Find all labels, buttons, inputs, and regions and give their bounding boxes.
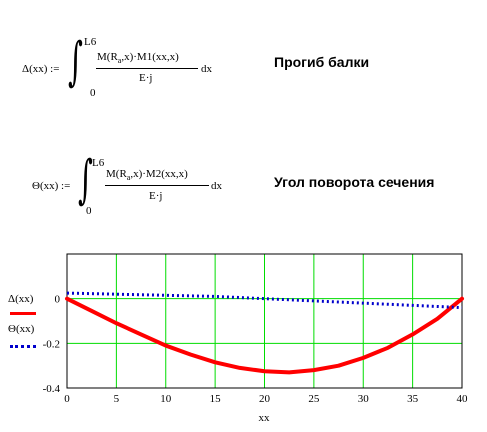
integral-icon: ∫ [68,32,83,92]
formula2-lhs: Θ(xx) := [32,180,71,192]
y-axis-ticks: 0 -0.2 -0.4 [43,294,61,395]
x-tick-label: 5 [114,393,120,405]
formula-rotation: Θ(xx) := ∫ L6 0 M(Ra,x)·M2(xx,x) E·j dx … [0,120,487,230]
x-tick-label: 20 [259,393,271,405]
series-line-deflection [65,296,464,375]
x-axis-ticks: 0 5 10 15 20 25 30 35 40 [64,393,468,405]
chart-grid [67,254,462,388]
integral-icon: ∫ [78,150,93,210]
formula2-dx: dx [211,180,222,192]
formula1-lhs: Δ(xx) := [22,63,60,75]
formula2-caption: Угол поворота сечения [274,174,435,190]
formula1-caption: Прогиб балки [274,54,370,70]
chart-series [65,291,464,375]
chart: 0 5 10 15 20 25 30 35 40 0 -0.2 -0.4 xx [43,253,468,424]
formula2-upper-limit: L6 [92,157,105,169]
x-tick-label: 40 [457,393,469,405]
formula1-lower-limit: 0 [90,87,96,99]
legend-label-deflection: Δ(xx) [8,293,34,305]
x-tick-label: 15 [210,393,222,405]
legend-label-rotation: Θ(xx) [8,323,35,335]
y-tick-label: 0 [55,294,61,306]
x-tick-label: 30 [358,393,370,405]
chart-legend: Δ(xx) Θ(xx) [0,290,60,360]
legend-line-deflection [10,312,36,315]
formula1-upper-limit: L6 [84,36,97,48]
formula1-denominator: E·j [139,72,153,84]
formula1-dx: dx [201,63,212,75]
formula2-numerator: M(Ra,x)·M2(xx,x) [106,168,188,183]
formula2-denominator: E·j [149,190,163,202]
x-tick-label: 10 [160,393,172,405]
chart-plot-frame [66,253,463,389]
y-tick-label: -0.4 [43,383,61,395]
formula2-lower-limit: 0 [86,205,92,217]
x-tick-label: 0 [64,393,70,405]
x-tick-label: 25 [308,393,320,405]
formula2-fraction-bar [105,185,209,186]
series-line-rotation [66,291,463,310]
formula1-numerator: M(Ra,x)·M1(xx,x) [97,51,179,66]
legend-line-rotation [10,345,36,348]
formula-deflection: Δ(xx) := ∫ L6 0 M(Ra,x)·M1(xx,x) E·j dx … [0,0,487,110]
x-axis-label: xx [259,412,271,424]
y-tick-label: -0.2 [43,338,60,350]
formula1-fraction-bar [96,68,198,69]
x-tick-label: 35 [407,393,419,405]
